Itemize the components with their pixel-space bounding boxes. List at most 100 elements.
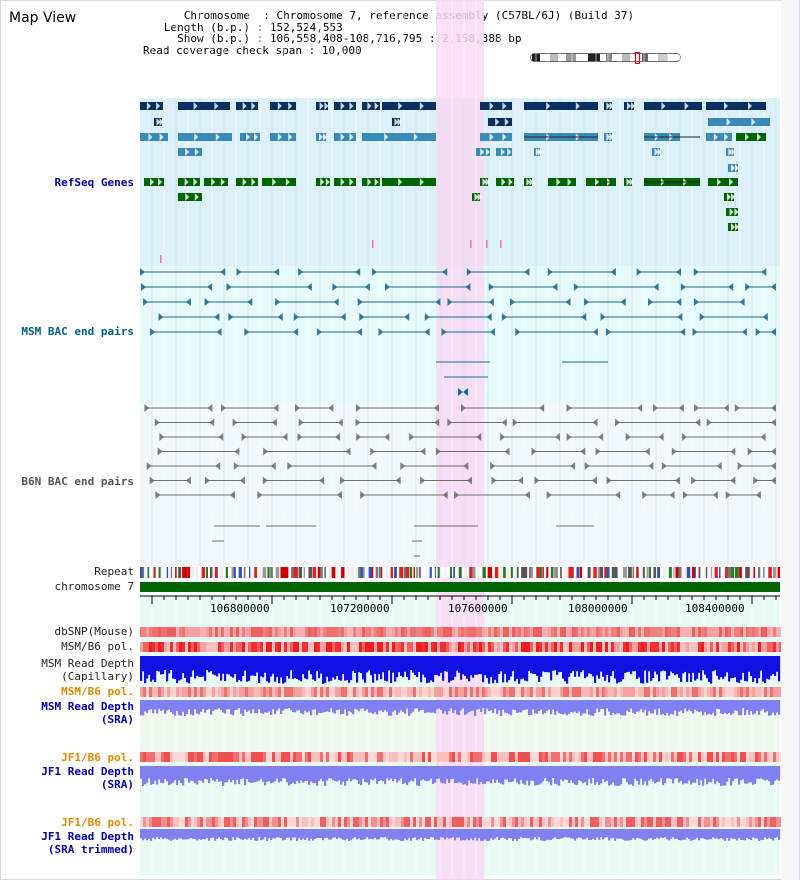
heat-cell [194, 642, 198, 652]
track-label-msm-read-depth-cap[interactable]: MSM Read Depth [41, 657, 134, 670]
depth-bar [770, 766, 773, 786]
depth-bar [774, 700, 777, 716]
heat-cell [581, 817, 585, 827]
heat-cell [293, 642, 297, 652]
track-label-jf1-b6-pol-2[interactable]: JF1/B6 pol. [61, 816, 134, 829]
msm-bac-end [442, 268, 448, 276]
heat-cell [644, 817, 648, 827]
depth-bar [594, 829, 597, 840]
repeat-element [710, 567, 713, 578]
track-label-msm-b6-pol-2[interactable]: MSM/B6 pol. [61, 685, 134, 698]
depth-bar [640, 766, 643, 779]
depth-bar [410, 656, 413, 671]
depth-bar [732, 700, 735, 714]
b6n-bac-end [298, 418, 304, 427]
depth-bar [408, 829, 411, 839]
depth-bar [562, 656, 565, 679]
heat-cell [395, 752, 399, 762]
depth-bar [564, 829, 567, 838]
heat-cell [707, 642, 711, 652]
heat-cell [656, 627, 660, 637]
strand-arrow [156, 102, 161, 110]
repeat-element [418, 567, 422, 578]
heat-cell [377, 642, 381, 652]
depth-bar [478, 829, 481, 839]
heat-cell [686, 752, 690, 762]
track-label-b6n-bac[interactable]: B6N BAC end pairs [21, 475, 134, 488]
heat-cell [386, 687, 390, 697]
strand-arrow [626, 178, 631, 186]
depth-bar [776, 700, 779, 713]
track-label-jf1-b6-pol-1[interactable]: JF1/B6 pol. [61, 751, 134, 764]
depth-bar [532, 829, 535, 840]
depth-bar [772, 700, 775, 713]
repeat-element [381, 567, 383, 578]
heat-cell [152, 687, 156, 697]
heat-cell [773, 752, 777, 762]
depth-bar [214, 656, 217, 676]
b6n-bac-end [434, 418, 440, 427]
heat-cell [746, 687, 750, 697]
track-label-repeat[interactable]: Repeat [94, 565, 134, 578]
repeat-element [415, 567, 418, 578]
heat-cell [722, 627, 726, 637]
heat-cell [572, 687, 576, 697]
heat-cell [191, 627, 195, 637]
heat-cell [458, 642, 462, 652]
track-label-dbsnp[interactable]: dbSNP(Mouse) [54, 625, 134, 638]
depth-bar [658, 829, 661, 839]
depth-bar [494, 700, 497, 709]
track-label-jf1-read-depth-sra[interactable]: JF1 Read Depth [41, 765, 134, 778]
msm-bac-end [620, 298, 626, 306]
strand-arrow [538, 148, 543, 156]
heat-cell [713, 817, 717, 827]
depth-bar [436, 766, 439, 780]
depth-bar [194, 656, 197, 679]
track-label-msm-bac[interactable]: MSM BAC end pairs [21, 325, 134, 338]
depth-bar [522, 656, 525, 679]
heat-cell [449, 817, 453, 827]
axis-tick-label: 106800000 [210, 602, 270, 615]
heat-cell [263, 752, 267, 762]
heat-cell [638, 817, 642, 827]
depth-bar [340, 766, 343, 785]
repeat-element [694, 567, 696, 578]
heat-cell [368, 627, 372, 637]
heat-cell [212, 642, 216, 652]
heat-cell [656, 687, 660, 697]
strand-arrow [546, 102, 551, 110]
depth-bar [144, 656, 147, 684]
track-label-msm-read-depth-sra[interactable]: MSM Read Depth [41, 700, 134, 713]
depth-bar [456, 700, 459, 715]
heat-cell [671, 687, 675, 697]
heat-cell [746, 627, 750, 637]
depth-bar [636, 766, 639, 782]
b6n-bac-end [501, 418, 507, 427]
depth-bar [156, 829, 159, 838]
heat-cell [722, 752, 726, 762]
heat-cell [239, 687, 243, 697]
heat-cell [722, 642, 726, 652]
b6n-bac-end [239, 476, 245, 485]
depth-bar [338, 656, 341, 680]
track-label-msm-b6-pol-1[interactable]: MSM/B6 pol. [61, 640, 134, 653]
heat-cell [524, 752, 528, 762]
track-label-jf1-read-depth-trim[interactable]: JF1 Read Depth [41, 830, 134, 843]
track-label-refseq[interactable]: RefSeq Genes [54, 176, 134, 189]
b6n-bac-end [144, 404, 150, 412]
heat-cell [452, 627, 456, 637]
heat-cell [167, 642, 171, 652]
axis-tick-label: 108400000 [685, 602, 745, 615]
heat-cell [533, 817, 537, 827]
depth-bar [172, 829, 175, 840]
heat-cell [662, 687, 666, 697]
heat-cell [344, 627, 348, 637]
b6n-bac-end [218, 433, 224, 441]
b6n-bac-end [345, 447, 351, 456]
depth-bar [284, 766, 287, 779]
repeat-element [691, 567, 696, 578]
b6n-bac-end [466, 476, 472, 485]
track-label-chromosome: chromosome 7 [54, 580, 134, 593]
heat-cell [197, 642, 201, 652]
